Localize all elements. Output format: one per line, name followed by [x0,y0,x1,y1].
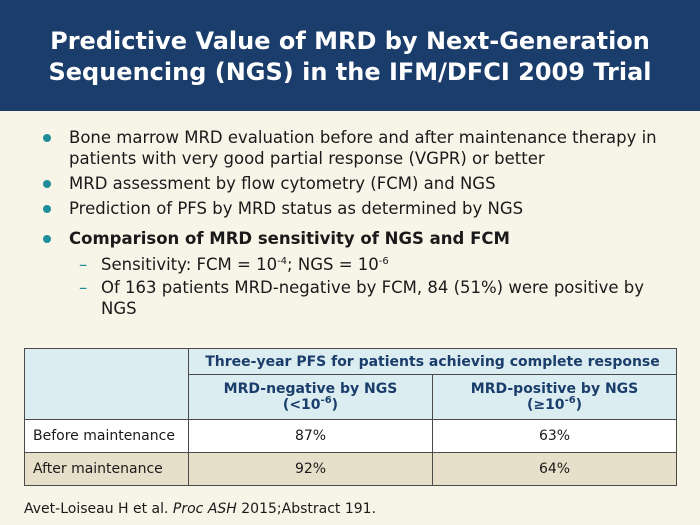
citation-rest: 2015;Abstract 191. [236,501,377,517]
threshold-prefix: (≥10 [526,397,565,413]
dash-icon: – [79,278,88,297]
title-bar [0,0,700,111]
row-label: Before maintenance [24,419,189,453]
table-group-header: Three-year PFS for patients achieving co… [187,348,678,375]
bullet-text: Bone marrow MRD evaluation before and af… [69,128,657,168]
pfs-table: Three-year PFS for patients achieving co… [24,348,678,486]
slide-title: Predictive Value of MRD by Next-Generati… [0,26,700,88]
patients-text: Of 163 patients MRD-negative by FCM, 84 … [101,278,645,318]
sub-bullet-patients: – Of 163 patients MRD-negative by FCM, 84… [34,277,674,319]
cell-mrd-negative: 87% [188,419,433,453]
bullet-list: Bone marrow MRD evaluation before and af… [34,127,674,321]
dash-icon: – [79,255,88,274]
cell-mrd-negative: 92% [188,452,433,486]
table-corner-cell [24,348,189,420]
citation-authors: Avet-Loiseau H et al. [24,501,173,517]
bullet-text: MRD assessment by flow cytometry (FCM) a… [69,174,496,193]
source-citation: Avet-Loiseau H et al. Proc ASH 2015;Abst… [24,501,376,517]
bullet-text: Prediction of PFS by MRD status as deter… [69,199,524,218]
threshold-suffix: ) [575,397,583,413]
col-header-label: MRD-positive by NGS [470,381,639,397]
sensitivity-prefix: Sensitivity: FCM = 10 [101,255,278,274]
bullet-text: Comparison of MRD sensitivity of NGS and… [69,229,510,248]
citation-journal: Proc ASH [172,501,237,517]
bullet-dot-icon [43,205,51,213]
bullet-dot-icon [43,180,51,188]
bullet-item: Bone marrow MRD evaluation before and af… [34,127,674,169]
table-row: After maintenance 92% 64% [24,452,678,486]
ngs-exponent: -6 [378,256,389,267]
bullet-item-bold: Comparison of MRD sensitivity of NGS and… [34,228,674,249]
table-row: Before maintenance 87% 63% [24,419,678,453]
cell-mrd-positive: 63% [431,419,678,453]
threshold-exponent: -6 [320,395,332,406]
bullet-dot-icon [43,235,51,243]
col-header-label: MRD-negative by NGS [223,381,398,397]
col-header-mrd-negative: MRD-negative by NGS (<10-6) [188,374,433,420]
row-label: After maintenance [24,452,189,486]
title-line-1: Predictive Value of MRD by Next-Generati… [50,27,650,55]
title-line-2: Sequencing (NGS) in the IFM/DFCI 2009 Tr… [48,58,652,86]
col-header-mrd-positive: MRD-positive by NGS (≥10-6) [431,374,678,420]
bullet-item: Prediction of PFS by MRD status as deter… [34,198,674,219]
threshold-exponent: -6 [564,395,576,406]
sensitivity-mid: ; NGS = 10 [287,255,379,274]
threshold-prefix: (<10 [282,397,321,413]
threshold-suffix: ) [331,397,339,413]
cell-mrd-positive: 64% [431,452,678,486]
bullet-dot-icon [43,134,51,142]
bullet-item: MRD assessment by flow cytometry (FCM) a… [34,173,674,194]
fcm-exponent: -4 [277,256,288,267]
sub-bullet-sensitivity: – Sensitivity: FCM = 10-4; NGS = 10-6 [34,254,674,275]
